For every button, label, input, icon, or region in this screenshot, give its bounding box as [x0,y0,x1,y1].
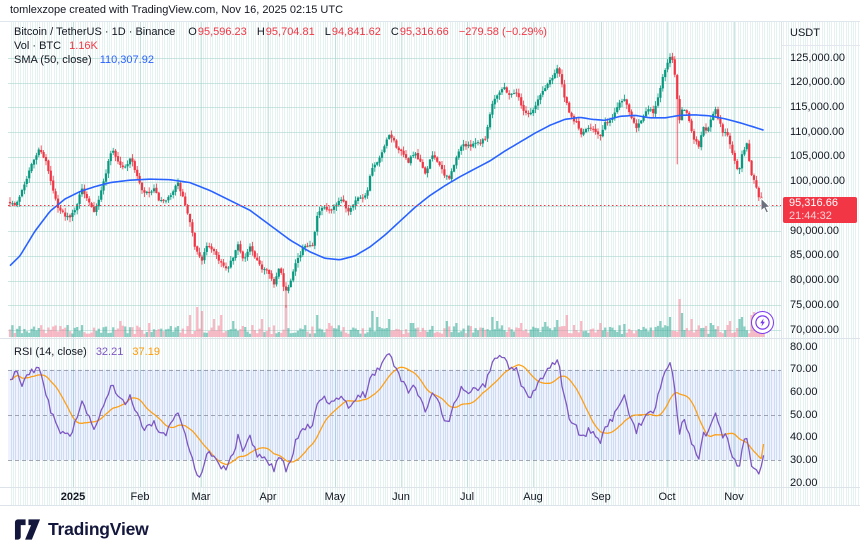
price-tick-label: 100,000.00 [790,175,846,188]
price-tick-label: 85,000.00 [790,249,839,262]
price-tick-label: 125,000.00 [790,51,846,64]
rsi-label: RSI (14, close) [14,346,87,358]
bar-countdown: 21:44:32 [789,210,832,222]
instant-trading-button[interactable] [751,311,774,334]
sma-value: 110,307.92 [99,54,154,66]
sma-label: SMA (50, close) [14,54,92,66]
main-chart-legend: Bitcoin / TetherUS · 1D · Binance O95,59… [14,25,547,67]
price-tick-label: 105,000.00 [790,150,846,163]
time-tick-label: Feb [130,491,150,503]
time-tick-label: 2025 [60,491,86,503]
rsi-tick-label: 60.00 [790,385,818,398]
axis-currency-label: USDT [790,27,820,39]
price-tick-label: 110,000.00 [790,125,845,138]
last-price-value: 95,316.66 [789,197,838,209]
rsi-legend-row[interactable]: RSI (14, close) 32.21 37.19 [14,346,166,358]
time-tick-label: Sep [591,491,611,503]
ohlc-high: H95,704.81 [256,26,315,38]
last-price-tag: 95,316.66 21:44:32 [783,197,857,223]
tradingview-logo-icon[interactable] [14,518,41,541]
time-tick-label: Nov [724,491,744,503]
ohlc-open: O95,596.23 [188,26,247,38]
price-change: −279.58 (−0.29%) [458,26,547,38]
time-tick-label: May [324,491,346,503]
rsi-ma-value: 37.19 [132,346,160,358]
price-tick-label: 90,000.00 [790,224,839,237]
price-tick-label: 80,000.00 [790,274,839,287]
symbol-title[interactable]: Bitcoin / TetherUS · 1D · Binance [14,26,176,38]
ohlc-low: L94,841.62 [324,26,381,38]
price-tick-label: 75,000.00 [790,298,839,311]
volume-value: 1.16K [69,40,98,52]
rsi-tick-label: 20.00 [790,476,818,489]
rsi-tick-label: 30.00 [790,453,818,466]
time-tick-label: Jun [392,491,410,503]
mouse-cursor [760,196,774,219]
ohlc-close: C95,316.66 [390,26,449,38]
rsi-tick-label: 50.00 [790,408,818,421]
time-tick-label: Apr [259,491,277,503]
volume-label: Vol · BTC [14,40,62,52]
attribution-text: tomlexzope created with TradingView.com,… [10,4,344,16]
price-tick-label: 115,000.00 [790,100,845,113]
time-tick-label: Oct [658,491,676,503]
axis-header-separator [782,45,860,46]
sma-legend-row[interactable]: SMA (50, close) 110,307.92 [14,53,547,67]
time-tick-label: Mar [191,491,211,503]
rsi-tick-label: 40.00 [790,431,818,444]
symbol-legend-row[interactable]: Bitcoin / TetherUS · 1D · Binance O95,59… [14,25,547,39]
rsi-tick-label: 70.00 [790,363,818,376]
footer: TradingView [14,518,149,541]
lightning-bolt-icon [755,315,770,330]
time-tick-label: Jul [459,491,475,503]
time-tick-label: Aug [523,491,543,503]
volume-legend-row[interactable]: Vol · BTC 1.16K [14,39,547,53]
rsi-value: 32.21 [95,346,124,358]
rsi-tick-label: 80.00 [790,340,818,353]
price-tick-label: 70,000.00 [790,323,839,336]
price-tick-label: 120,000.00 [790,76,846,89]
brand-name[interactable]: TradingView [48,519,149,539]
